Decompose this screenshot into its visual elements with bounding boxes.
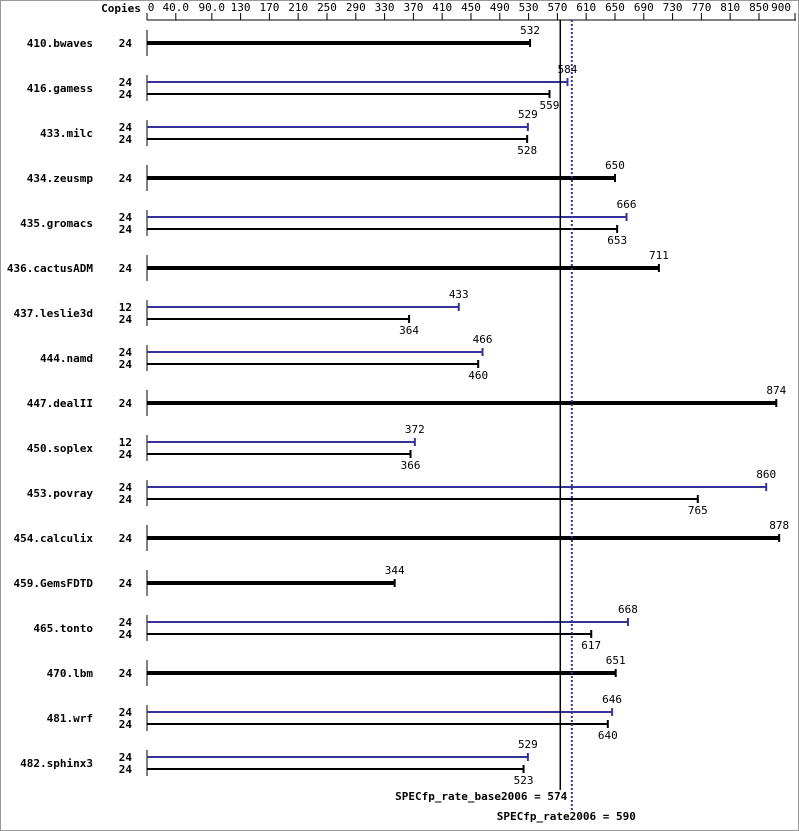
- value-label: 433: [449, 288, 469, 301]
- copies-label: 24: [119, 751, 133, 764]
- value-label: 765: [688, 504, 708, 517]
- benchmark-label: 482.sphinx3: [20, 757, 93, 770]
- copies-label: 24: [119, 262, 133, 275]
- reference-label: SPECfp_rate2006 = 590: [497, 810, 636, 823]
- copies-label: 24: [119, 223, 133, 236]
- value-label: 460: [468, 369, 488, 382]
- benchmark-label: 410.bwaves: [27, 37, 93, 50]
- copies-label: 24: [119, 616, 133, 629]
- value-label: 646: [602, 693, 622, 706]
- copies-label: 24: [119, 172, 133, 185]
- benchmark-label: 434.zeusmp: [27, 172, 94, 185]
- value-label: 651: [606, 654, 626, 667]
- x-tick-label: 490: [490, 1, 510, 14]
- copies-label: 24: [119, 493, 133, 506]
- value-label: 523: [514, 774, 534, 787]
- copies-label: 24: [119, 76, 133, 89]
- benchmark-label: 444.namd: [40, 352, 93, 365]
- value-label: 366: [401, 459, 421, 472]
- value-label: 860: [756, 468, 776, 481]
- benchmark-label: 435.gromacs: [20, 217, 93, 230]
- x-tick-label: 210: [288, 1, 308, 14]
- value-label: 364: [399, 324, 419, 337]
- x-tick-label: 650: [605, 1, 625, 14]
- x-tick-label: 130: [231, 1, 251, 14]
- x-tick-label: 170: [259, 1, 279, 14]
- x-tick-label: 900: [771, 1, 791, 14]
- value-label: 650: [605, 159, 625, 172]
- copies-label: 24: [119, 121, 133, 134]
- value-label: 466: [473, 333, 493, 346]
- x-tick-label: 290: [346, 1, 366, 14]
- x-tick-label: 90.0: [199, 1, 226, 14]
- value-label: 532: [520, 24, 540, 37]
- x-tick-label: 250: [317, 1, 337, 14]
- copies-label: 24: [119, 88, 133, 101]
- x-tick-label: 0: [148, 1, 155, 14]
- copies-label: 12: [119, 436, 132, 449]
- copies-label: 24: [119, 397, 133, 410]
- copies-label: 24: [119, 448, 133, 461]
- copies-header: Copies: [101, 2, 141, 15]
- copies-label: 24: [119, 706, 133, 719]
- copies-label: 24: [119, 211, 133, 224]
- value-label: 529: [518, 108, 538, 121]
- benchmark-label: 465.tonto: [33, 622, 93, 635]
- value-label: 559: [540, 99, 560, 112]
- x-tick-label: 770: [691, 1, 711, 14]
- value-label: 711: [649, 249, 669, 262]
- benchmark-label: 453.povray: [27, 487, 94, 500]
- benchmark-label: 437.leslie3d: [14, 307, 93, 320]
- benchmark-label: 470.lbm: [47, 667, 94, 680]
- benchmark-label: 416.gamess: [27, 82, 93, 95]
- reference-label: SPECfp_rate_base2006 = 574: [395, 790, 568, 803]
- copies-label: 12: [119, 301, 132, 314]
- value-label: 344: [385, 564, 405, 577]
- benchmark-label: 433.milc: [40, 127, 93, 140]
- x-tick-label: 410: [432, 1, 452, 14]
- x-tick-label: 370: [403, 1, 423, 14]
- benchmark-label: 450.soplex: [27, 442, 94, 455]
- value-label: 617: [581, 639, 601, 652]
- x-tick-label: 530: [519, 1, 539, 14]
- benchmark-label: 436.cactusADM: [7, 262, 93, 275]
- value-label: 668: [618, 603, 638, 616]
- value-label: 528: [517, 144, 537, 157]
- x-tick-label: 610: [576, 1, 596, 14]
- copies-label: 24: [119, 718, 133, 731]
- value-label: 874: [766, 384, 786, 397]
- benchmark-label: 447.dealII: [27, 397, 93, 410]
- copies-label: 24: [119, 37, 133, 50]
- copies-label: 24: [119, 346, 133, 359]
- x-tick-label: 810: [720, 1, 740, 14]
- x-tick-label: 330: [375, 1, 395, 14]
- x-tick-label: 570: [547, 1, 567, 14]
- copies-label: 24: [119, 667, 133, 680]
- value-label: 372: [405, 423, 425, 436]
- value-label: 878: [769, 519, 789, 532]
- x-tick-label: 40.0: [163, 1, 190, 14]
- copies-label: 24: [119, 358, 133, 371]
- x-tick-label: 690: [634, 1, 654, 14]
- copies-label: 24: [119, 481, 133, 494]
- copies-label: 24: [119, 313, 133, 326]
- x-tick-label: 730: [663, 1, 683, 14]
- copies-label: 24: [119, 532, 133, 545]
- x-tick-label: 850: [749, 1, 769, 14]
- value-label: 640: [598, 729, 618, 742]
- x-tick-label: 450: [461, 1, 481, 14]
- copies-label: 24: [119, 628, 133, 641]
- benchmark-label: 481.wrf: [47, 712, 93, 725]
- copies-label: 24: [119, 133, 133, 146]
- benchmark-label: 459.GemsFDTD: [14, 577, 94, 590]
- benchmark-label: 454.calculix: [14, 532, 94, 545]
- value-label: 666: [617, 198, 637, 211]
- value-label: 653: [607, 234, 627, 247]
- value-label: 529: [518, 738, 538, 751]
- copies-label: 24: [119, 763, 133, 776]
- copies-label: 24: [119, 577, 133, 590]
